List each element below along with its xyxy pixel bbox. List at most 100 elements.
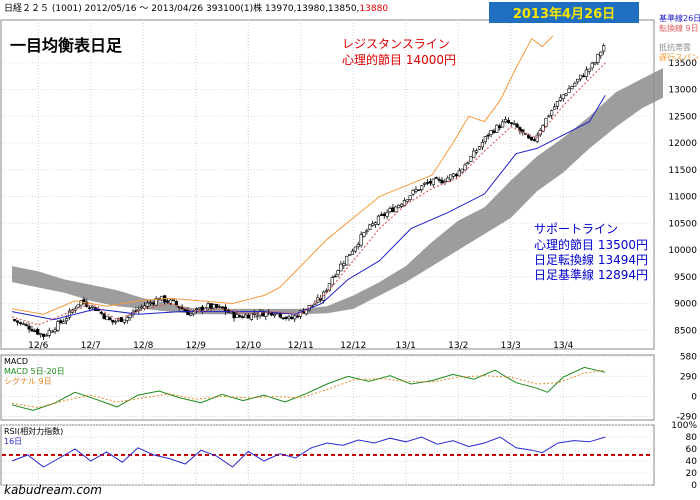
macd-tick-label: 580 bbox=[680, 352, 697, 362]
candle-body bbox=[385, 212, 389, 217]
candle-body bbox=[241, 316, 245, 319]
candle-body bbox=[532, 139, 536, 141]
candle-body bbox=[576, 78, 580, 83]
candle-body bbox=[506, 120, 510, 123]
candle-body bbox=[457, 170, 461, 177]
candle-body bbox=[290, 316, 294, 320]
candle-body bbox=[105, 316, 109, 321]
candle-body bbox=[186, 310, 190, 316]
candle-body bbox=[270, 312, 274, 316]
candle-body bbox=[353, 246, 357, 252]
candle-body bbox=[215, 304, 219, 308]
candle-body bbox=[379, 214, 383, 216]
candle-body bbox=[96, 309, 100, 311]
candle-body bbox=[90, 305, 95, 308]
candle-body bbox=[67, 310, 72, 318]
watermark: kabudream.com bbox=[4, 483, 102, 497]
candle-body bbox=[160, 295, 164, 301]
candle-body bbox=[593, 62, 597, 65]
date-badge-text: 2013年4月26日 bbox=[513, 6, 615, 22]
candle-body bbox=[411, 189, 415, 195]
candle-body bbox=[573, 82, 577, 87]
candle-body bbox=[581, 75, 586, 78]
candle-body bbox=[602, 45, 606, 52]
candle-body bbox=[564, 93, 568, 96]
x-tick-label: 13/3 bbox=[501, 341, 521, 351]
macd-line bbox=[11, 366, 606, 411]
candle-body bbox=[30, 328, 34, 332]
candle-body bbox=[561, 94, 565, 99]
candle-body bbox=[498, 125, 502, 129]
candle-body bbox=[518, 127, 522, 132]
candle-body bbox=[333, 275, 337, 278]
candle-body bbox=[434, 177, 438, 179]
candle-body bbox=[495, 124, 499, 133]
candle-body bbox=[584, 69, 588, 77]
candle-body bbox=[515, 123, 519, 128]
candle-body bbox=[463, 164, 467, 171]
candle-body bbox=[197, 307, 202, 310]
macd-tick-label: 290 bbox=[680, 372, 697, 382]
candle-body bbox=[154, 298, 158, 306]
candle-body bbox=[99, 311, 103, 314]
candle-body bbox=[220, 306, 225, 309]
candle-body bbox=[402, 200, 407, 206]
candle-body bbox=[501, 121, 505, 128]
x-tick-label: 13/4 bbox=[553, 341, 573, 351]
candle-body bbox=[27, 325, 31, 330]
candle-body bbox=[203, 307, 207, 312]
candle-body bbox=[472, 150, 476, 159]
candle-body bbox=[114, 320, 118, 323]
candle-body bbox=[544, 117, 548, 128]
legend-tenkan: 転換線 9日 bbox=[659, 23, 699, 33]
candle-body bbox=[82, 299, 86, 304]
candle-body bbox=[451, 173, 456, 177]
y-tick-label: 13500 bbox=[668, 59, 697, 69]
candle-body bbox=[538, 130, 542, 136]
signal-series-label: シグナル 9日 bbox=[4, 376, 52, 386]
candle-body bbox=[151, 302, 155, 305]
candle-body bbox=[475, 150, 479, 153]
axis-labels: 12/6 12/7 12/8 12/9 12/10 12/11 12/12 13/1 13/2 1… bbox=[28, 59, 697, 491]
chikou-span-line bbox=[11, 35, 554, 315]
candle-body bbox=[446, 177, 450, 182]
x-tick-label: 12/9 bbox=[186, 341, 206, 351]
candle-body bbox=[41, 333, 46, 337]
ichimoku-cloud bbox=[12, 68, 663, 315]
candle-body bbox=[36, 328, 40, 335]
x-tick-label: 13/2 bbox=[448, 341, 468, 351]
candle-body bbox=[33, 330, 37, 333]
candle-body bbox=[295, 315, 300, 318]
candle-body bbox=[284, 317, 288, 319]
candle-body bbox=[373, 222, 378, 225]
candle-body bbox=[272, 314, 277, 317]
candle-body bbox=[15, 320, 20, 323]
y-tick-label: 12000 bbox=[668, 139, 697, 149]
candle-body bbox=[206, 303, 210, 309]
candle-body bbox=[550, 110, 554, 116]
candle-body bbox=[200, 306, 204, 311]
candle-body bbox=[324, 290, 329, 292]
candle-body bbox=[128, 314, 132, 318]
candle-body bbox=[18, 322, 23, 324]
candle-body bbox=[466, 162, 470, 164]
rsi-tick-label: 80 bbox=[686, 433, 698, 443]
candle-body bbox=[65, 318, 69, 322]
chart-title: 一目均衡表日足 bbox=[10, 36, 123, 55]
candle-body bbox=[388, 208, 392, 212]
candle-body bbox=[590, 62, 594, 69]
candle-body bbox=[587, 68, 591, 72]
candle-body bbox=[183, 309, 187, 312]
candle-body bbox=[558, 97, 562, 101]
candle-body bbox=[339, 263, 343, 272]
candle-body bbox=[405, 199, 409, 202]
candle-body bbox=[437, 178, 441, 181]
candle-body bbox=[365, 230, 369, 233]
x-tick-label: 12/7 bbox=[81, 341, 101, 351]
rsi-tick-label: 0 bbox=[691, 481, 697, 491]
candle-body bbox=[166, 300, 170, 303]
candle-body bbox=[596, 53, 600, 63]
candle-body bbox=[345, 255, 349, 266]
candle-body bbox=[59, 320, 63, 324]
